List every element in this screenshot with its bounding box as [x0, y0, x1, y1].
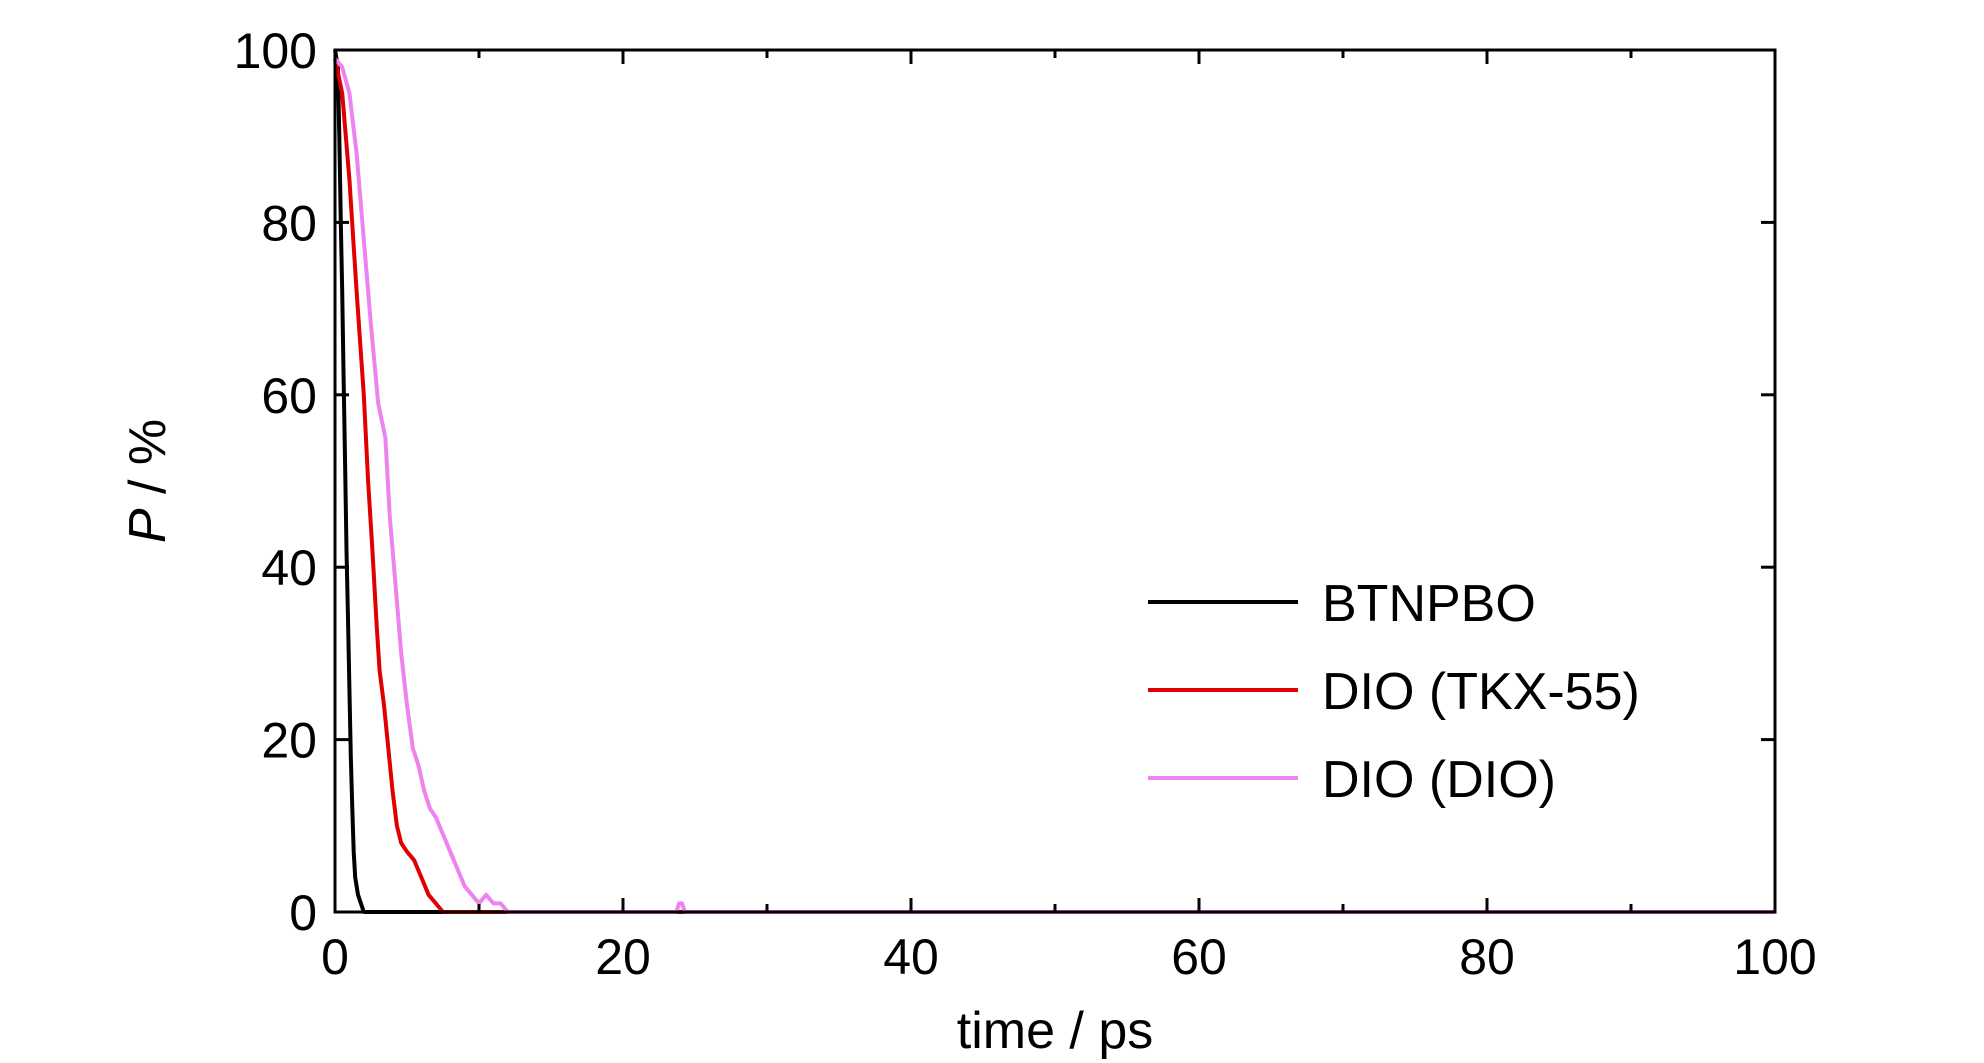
y-axis-variable: P	[119, 508, 177, 543]
y-tick-label: 0	[289, 885, 317, 941]
legend-label: BTNPBO	[1322, 575, 1536, 633]
legend: BTNPBO DIO (TKX-55) DIO (DIO)	[1148, 575, 1640, 809]
x-tick-label: 60	[1171, 929, 1227, 985]
x-tick-label: 20	[595, 929, 651, 985]
y-tick-label: 60	[261, 368, 317, 424]
legend-label: DIO (DIO)	[1322, 751, 1556, 809]
x-tick-label: 40	[883, 929, 939, 985]
x-axis-title: time / ps	[957, 1002, 1154, 1060]
x-tick-label: 80	[1459, 929, 1515, 985]
x-tick-label: 100	[1733, 929, 1816, 985]
series-line-3	[333, 57, 1775, 914]
ticks-layer: 0 20 40 60 80 100 0 20 40 60 80 100	[234, 23, 1817, 985]
series-layer	[333, 49, 1775, 914]
y-tick-label: 20	[261, 713, 317, 769]
plot-frame	[333, 48, 1777, 914]
y-tick-label: 40	[261, 540, 317, 596]
y-tick-label: 80	[261, 195, 317, 251]
y-tick-label: 100	[234, 23, 317, 79]
series-line-1	[333, 49, 1775, 914]
series-line-2	[333, 58, 1775, 914]
legend-label: DIO (TKX-55)	[1322, 663, 1640, 721]
y-axis-title: P / %	[119, 419, 177, 543]
x-tick-label: 0	[321, 929, 349, 985]
y-axis-unit: / %	[119, 419, 177, 509]
